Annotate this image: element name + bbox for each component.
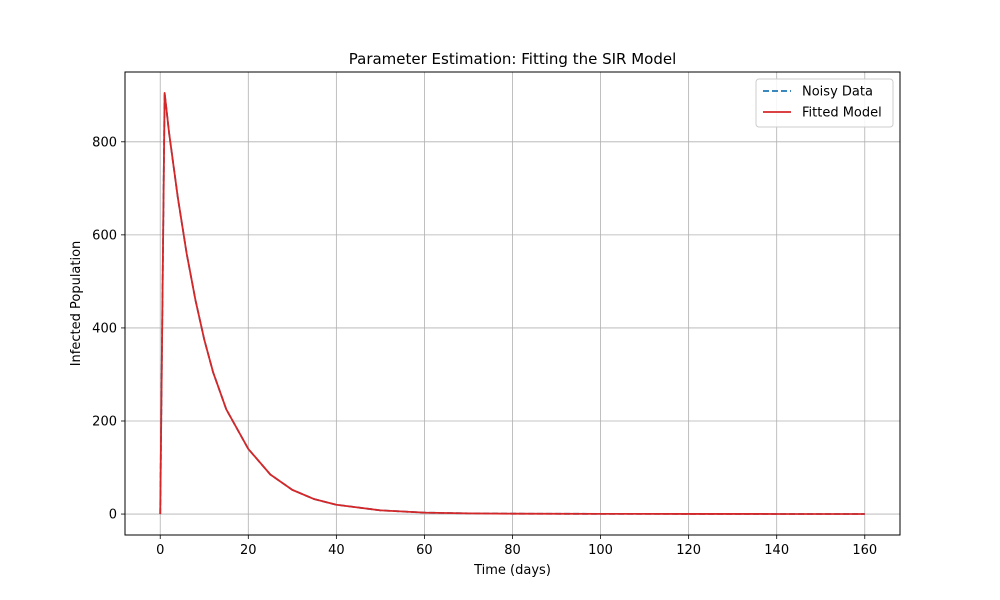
x-tick-label: 100 [588, 543, 613, 558]
x-axis-title: Time (days) [473, 563, 551, 578]
legend-label: Fitted Model [802, 106, 882, 121]
legend-label: Noisy Data [802, 85, 873, 100]
x-tick-label: 0 [156, 543, 164, 558]
x-tick-label: 140 [764, 543, 789, 558]
x-tick-label: 80 [504, 543, 521, 558]
y-tick-label: 0 [109, 508, 117, 523]
ticks: 0 20 40 60 80 100 120 140 160 0 200 400 600 800 [92, 135, 877, 558]
y-axis-title: Infected Population [69, 241, 84, 367]
y-tick-label: 400 [92, 321, 117, 336]
y-tick-label: 200 [92, 414, 117, 429]
y-tick-label: 800 [92, 135, 117, 150]
x-tick-label: 20 [240, 543, 257, 558]
legend: Noisy Data Fitted Model [755, 78, 894, 128]
x-tick-label: 40 [328, 543, 345, 558]
series-layer [159, 92, 865, 515]
y-tick-label: 600 [92, 228, 117, 243]
x-tick-label: 120 [676, 543, 701, 558]
grid [125, 72, 900, 535]
chart-title: Parameter Estimation: Fitting the SIR Mo… [349, 50, 677, 68]
series-line-fitted-model [159, 92, 865, 515]
x-tick-label: 60 [416, 543, 433, 558]
x-tick-label: 160 [852, 543, 877, 558]
